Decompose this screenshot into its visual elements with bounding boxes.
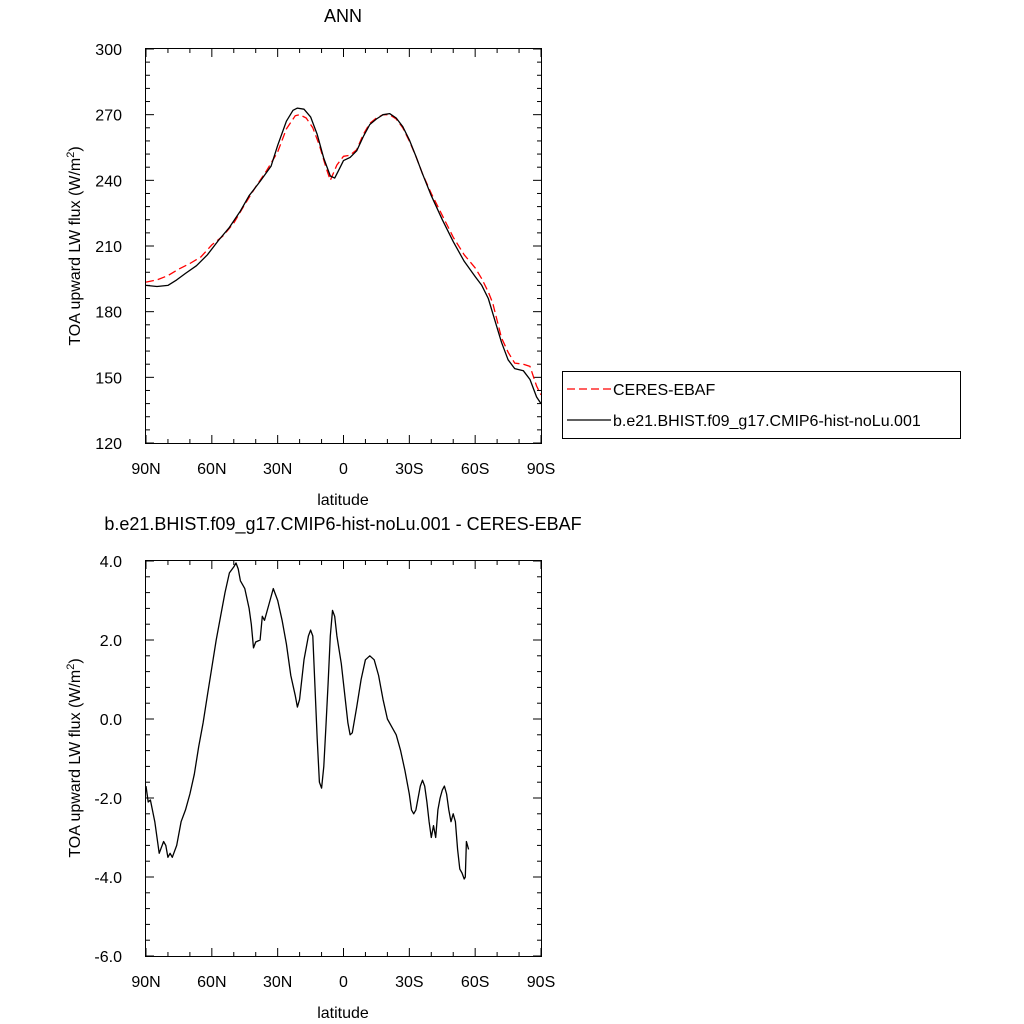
legend-label-model: b.e21.BHIST.f09_g17.CMIP6-hist-noLu.001 — [613, 413, 921, 430]
bottom-y-axis-label-sup: 2 — [65, 664, 77, 670]
top-series-line-0 — [145, 114, 542, 396]
top-x-tick-label: 0 — [339, 461, 348, 478]
bottom-plot-frame — [145, 560, 542, 957]
top-y-axis-label-sup: 2 — [65, 152, 77, 158]
bottom-x-tick-label: 30N — [263, 974, 292, 991]
top-series-lines — [145, 107, 542, 404]
top-y-axis-label-close: ) — [67, 146, 84, 151]
bottom-x-tick-label: 60N — [197, 974, 226, 991]
top-x-tick-label: 60N — [197, 461, 226, 478]
bottom-axis-ticks: 90N 60N 30N 0 30S 60S 90S -6.0 -4.0 -2.0 0.0 2.0 4.0 — [94, 554, 555, 991]
bottom-y-tick-label: 0.0 — [100, 712, 122, 729]
top-y-axis-label: TOA upward LW flux (W/m2) — [65, 146, 84, 345]
bottom-series-line-0 — [145, 562, 470, 880]
top-y-axis-label-main: TOA upward LW flux (W/m — [67, 158, 84, 346]
top-x-axis-label: latitude — [317, 492, 369, 509]
bottom-y-tick-label: 4.0 — [100, 554, 122, 571]
top-panel: ANN 90N 60N 30N 0 30S 60S 90S 120 150 180 210 240 27… — [65, 6, 555, 509]
top-y-tick-label: 180 — [95, 305, 122, 322]
bottom-x-tick-label: 30S — [395, 974, 423, 991]
bottom-y-tick-label: -4.0 — [94, 870, 122, 887]
bottom-y-tick-label: -6.0 — [94, 949, 122, 966]
bottom-x-axis-label: latitude — [317, 1005, 369, 1022]
bottom-series-lines — [145, 562, 470, 880]
bottom-x-tick-label: 90N — [131, 974, 160, 991]
top-title: ANN — [324, 6, 362, 26]
bottom-x-tick-label: 60S — [461, 974, 489, 991]
top-plot-frame — [145, 48, 542, 444]
bottom-x-tick-label: 0 — [339, 974, 348, 991]
top-y-tick-label: 120 — [95, 436, 122, 453]
top-x-tick-label: 90N — [131, 461, 160, 478]
bottom-y-axis-label: TOA upward LW flux (W/m2) — [65, 658, 84, 857]
legend-label-ceres-ebaf: CERES-EBAF — [613, 382, 715, 399]
bottom-y-axis-label-close: ) — [67, 658, 84, 663]
bottom-y-tick-label: -2.0 — [94, 791, 122, 808]
bottom-title: b.e21.BHIST.f09_g17.CMIP6-hist-noLu.001 … — [104, 514, 581, 535]
top-x-tick-label: 30S — [395, 461, 423, 478]
top-series-line-1 — [145, 107, 542, 404]
bottom-y-tick-label: 2.0 — [100, 633, 122, 650]
bottom-x-tick-label: 90S — [527, 974, 555, 991]
top-x-tick-label: 30N — [263, 461, 292, 478]
legend: CERES-EBAF b.e21.BHIST.f09_g17.CMIP6-his… — [562, 371, 961, 439]
top-y-tick-label: 270 — [95, 108, 122, 125]
bottom-panel: b.e21.BHIST.f09_g17.CMIP6-hist-noLu.001 … — [65, 514, 582, 1022]
top-y-tick-label: 240 — [95, 173, 122, 190]
top-x-tick-label: 90S — [527, 461, 555, 478]
legend-box — [562, 371, 961, 439]
bottom-y-axis-label-main: TOA upward LW flux (W/m — [67, 670, 84, 858]
top-x-tick-label: 60S — [461, 461, 489, 478]
top-y-tick-label: 210 — [95, 239, 122, 256]
top-y-tick-label: 150 — [95, 370, 122, 387]
top-y-tick-label: 300 — [95, 42, 122, 59]
